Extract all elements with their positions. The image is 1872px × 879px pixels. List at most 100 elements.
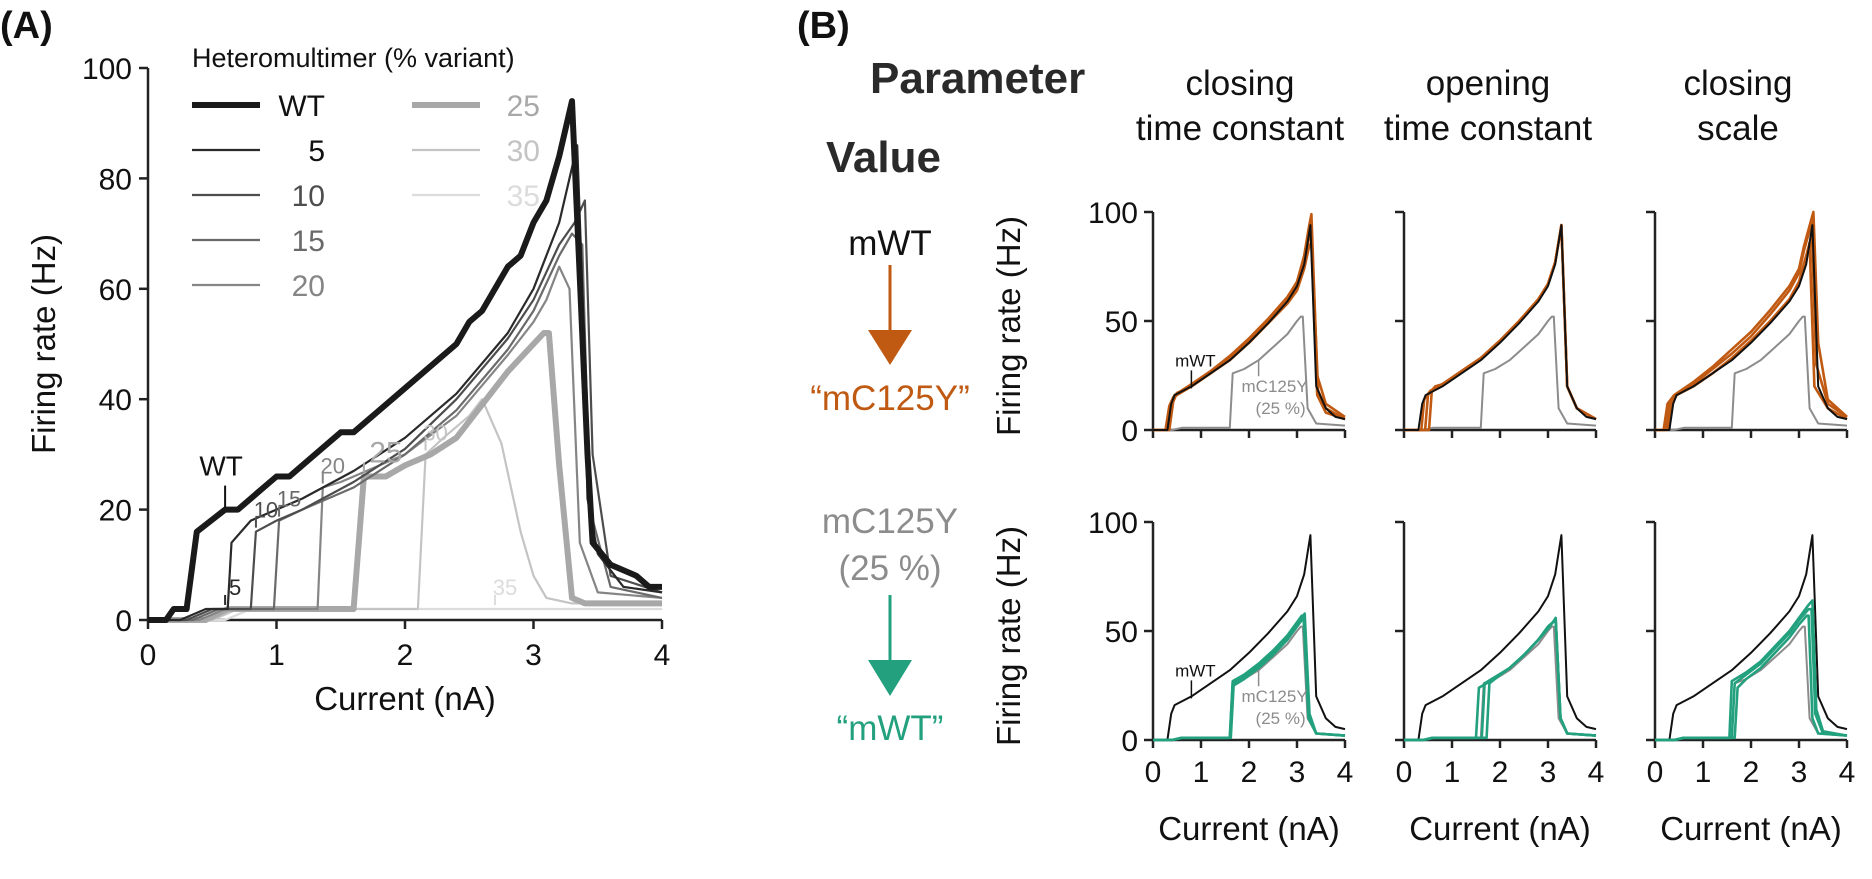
wt-annotation-label: WT — [199, 451, 243, 482]
column-header-3-line1: closing — [1684, 64, 1793, 103]
series-annotation-label: 15 — [277, 487, 301, 512]
x-tick-label: 4 — [1337, 756, 1354, 789]
variant-line — [1153, 241, 1346, 432]
column-header-3-line2: scale — [1697, 109, 1779, 148]
mwt-callout-label: mWT — [1175, 661, 1216, 680]
reference-mwt-line — [1404, 224, 1597, 431]
variant-line — [1655, 210, 1848, 432]
x-tick-label: 2 — [397, 639, 414, 672]
y-tick-label: 100 — [82, 53, 132, 86]
x-tick-label: 3 — [1791, 756, 1808, 789]
x-tick-label: 2 — [1743, 756, 1760, 789]
y-tick-label: 50 — [1105, 616, 1138, 649]
column-header-1-line2: time constant — [1136, 109, 1344, 148]
y-tick-label: 100 — [1088, 197, 1138, 230]
row1-to-label: “mC125Y” — [810, 379, 969, 418]
y-tick-label: 80 — [99, 163, 132, 196]
y-tick-label: 40 — [99, 384, 132, 417]
x-tick-label: 3 — [1540, 756, 1557, 789]
series-line-WT — [148, 98, 662, 623]
panel-a-y-label: Firing rate (Hz) — [25, 234, 62, 454]
series-annotation-label: 10 — [254, 498, 278, 523]
subplot-r1-c3 — [1646, 210, 1849, 438]
subplot-r1-c2 — [1395, 210, 1598, 438]
reference-mc125y-line — [1655, 315, 1848, 431]
row2-to-label: “mWT” — [837, 709, 944, 748]
panel-b-label: (B) — [797, 5, 850, 47]
column-header-2-line1: opening — [1426, 64, 1551, 103]
x-tick-label: 0 — [1647, 756, 1664, 789]
subplot-y-label: Firing rate (Hz) — [990, 216, 1027, 436]
x-tick-label: 1 — [1695, 756, 1712, 789]
x-tick-label: 0 — [1145, 756, 1162, 789]
subplot-x-label: Current (nA) — [1660, 810, 1842, 847]
series-line-10 — [148, 199, 663, 622]
subplot-y-label: Firing rate (Hz) — [990, 526, 1027, 746]
reference-mc125y-line — [1404, 315, 1597, 431]
variant-line — [1404, 223, 1597, 432]
y-tick-label: 60 — [99, 274, 132, 307]
y-tick-label: 0 — [1121, 415, 1138, 448]
x-tick-label: 4 — [654, 639, 671, 672]
row2-arrow-head — [868, 660, 912, 696]
x-tick-label: 3 — [1289, 756, 1306, 789]
column-header-1-line1: closing — [1186, 64, 1295, 103]
y-tick-label: 20 — [99, 495, 132, 528]
variant-line — [1404, 223, 1597, 432]
x-tick-label: 1 — [268, 639, 285, 672]
legend-label-5: 5 — [308, 135, 325, 168]
legend-label-30: 30 — [507, 135, 540, 168]
subplot-r2-c3: 0 1 2 3 4 Current (nA) — [1646, 520, 1856, 847]
value-header: Value — [826, 133, 941, 182]
reference-mwt-line — [1153, 224, 1346, 431]
x-tick-label: 4 — [1588, 756, 1605, 789]
x-tick-label: 1 — [1193, 756, 1210, 789]
mwt-callout-label: mWT — [1175, 351, 1216, 370]
subplot-r1-c1: 0 50 100 Firing rate (Hz) mWT mC125Y (25 %) — [990, 197, 1347, 448]
panel-a-legend: Heteromultimer (% variant) WT 5 10 15 20 25 30 3… — [192, 43, 540, 303]
row2-from-label-line2: (25 %) — [838, 549, 941, 588]
variant-line — [1153, 228, 1346, 432]
row1-arrow-head — [868, 330, 912, 365]
variant-line — [1153, 618, 1346, 742]
legend-label-15: 15 — [292, 225, 325, 258]
reference-mc125y-line — [1153, 315, 1346, 431]
mc125y-callout-label: mC125Y — [1242, 687, 1308, 706]
series-line-25 — [148, 330, 662, 623]
y-tick-label: 0 — [115, 605, 132, 638]
series-annotation-label: 25 — [369, 436, 402, 469]
row1-from-label: mWT — [848, 224, 932, 263]
mc125y-callout-label: mC125Y — [1242, 377, 1308, 396]
variant-line — [1655, 614, 1848, 742]
x-tick-label: 2 — [1241, 756, 1258, 789]
series-annotation-label: 20 — [321, 454, 345, 479]
subplot-x-label: Current (nA) — [1158, 810, 1340, 847]
mc125y-callout-label: (25 %) — [1256, 709, 1306, 728]
variant-line — [1404, 618, 1597, 742]
legend-label-35: 35 — [507, 180, 540, 213]
reference-mwt-line — [1655, 534, 1848, 741]
x-tick-label: 0 — [140, 639, 157, 672]
y-tick-label: 50 — [1105, 306, 1138, 339]
y-tick-label: 0 — [1121, 725, 1138, 758]
reference-mwt-line — [1404, 534, 1597, 741]
legend-label-25: 25 — [507, 90, 540, 123]
legend-label-20: 20 — [292, 270, 325, 303]
x-tick-label: 4 — [1839, 756, 1856, 789]
legend-title: Heteromultimer (% variant) — [192, 43, 515, 73]
reference-mwt-line — [1655, 224, 1848, 431]
panel-a-x-label: Current (nA) — [314, 680, 496, 717]
panel-a-label: (A) — [0, 5, 53, 47]
x-tick-label: 2 — [1492, 756, 1509, 789]
x-tick-label: 1 — [1444, 756, 1461, 789]
x-tick-label: 3 — [525, 639, 542, 672]
subplot-r2-c2: 0 1 2 3 4 Current (nA) — [1395, 520, 1605, 847]
parameter-header: Parameter — [870, 54, 1085, 103]
series-annotation-label: 5 — [229, 575, 241, 600]
variant-line — [1404, 223, 1597, 432]
x-tick-label: 0 — [1396, 756, 1413, 789]
